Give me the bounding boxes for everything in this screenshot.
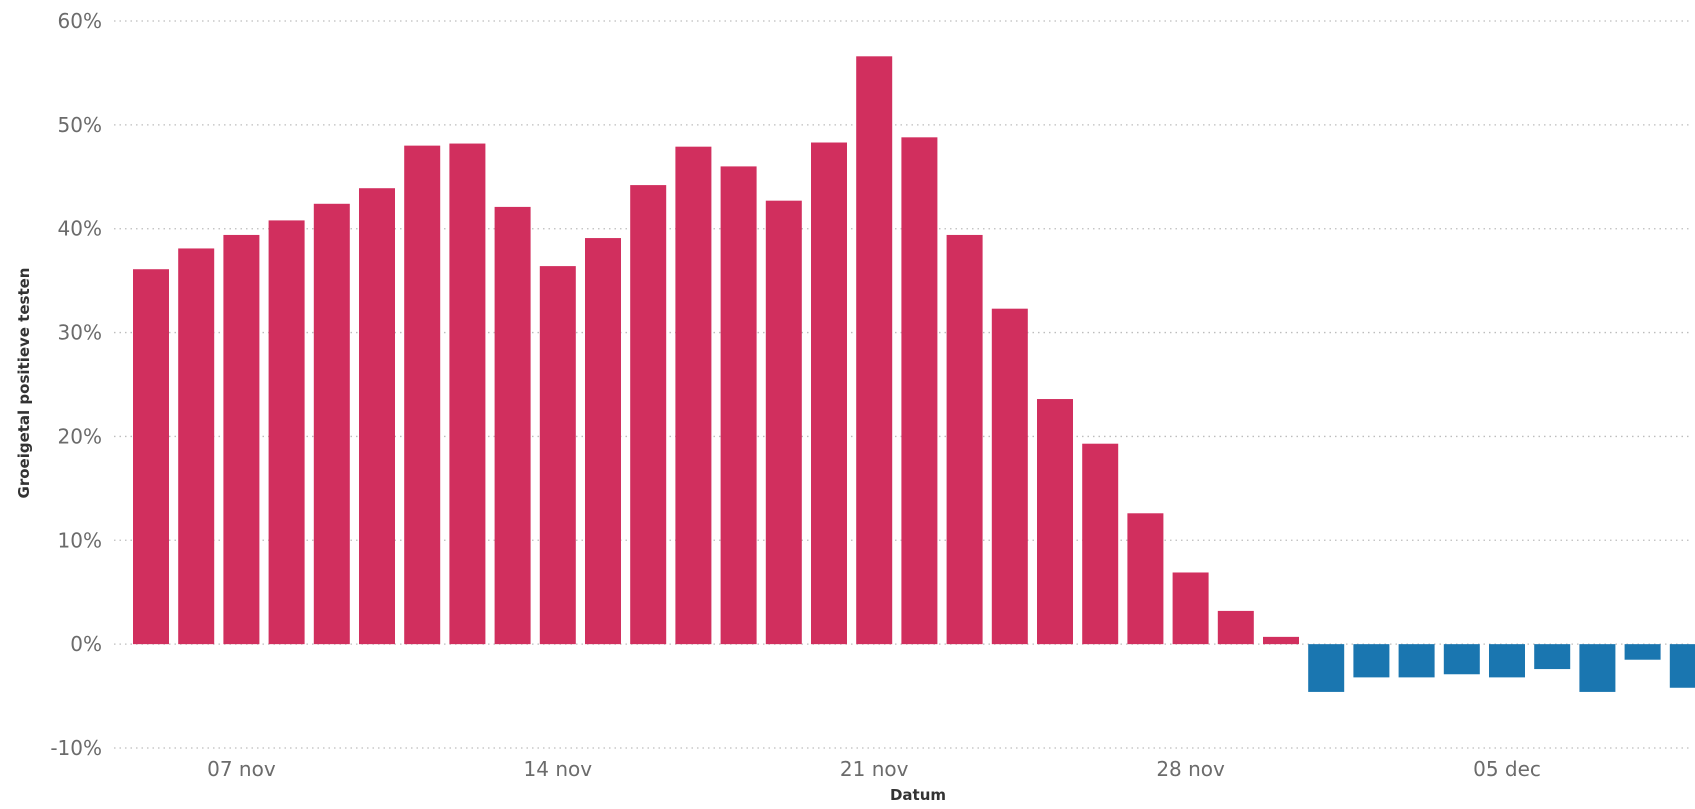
bar <box>359 188 395 645</box>
bar <box>811 142 847 645</box>
bar <box>539 266 576 645</box>
bar <box>133 269 169 645</box>
bar <box>1172 572 1209 645</box>
y-tick-label: 60% <box>58 9 102 33</box>
y-tick-label: 40% <box>58 217 102 241</box>
bar <box>675 146 712 645</box>
bar <box>946 234 983 645</box>
x-tick-label: 28 nov <box>1156 757 1225 781</box>
x-tick-label: 07 nov <box>207 757 276 781</box>
bar <box>856 56 893 645</box>
x-axis-title: Datum <box>890 786 946 804</box>
bar <box>1398 644 1435 678</box>
bar <box>268 220 305 645</box>
bar <box>1579 644 1616 692</box>
y-axis-ticks: 60% 50% 40% 30% 20% 10% 0% -10% <box>50 9 102 760</box>
bar <box>223 234 260 645</box>
bar <box>901 137 938 645</box>
bar <box>585 238 621 645</box>
bar <box>991 308 1028 645</box>
bar <box>1037 399 1073 645</box>
y-tick-label: -10% <box>50 736 102 760</box>
bar <box>1534 644 1571 670</box>
bar <box>1308 644 1345 692</box>
bar <box>494 206 531 645</box>
y-tick-label: 10% <box>58 528 102 552</box>
bar <box>1353 644 1390 678</box>
bar <box>1127 513 1164 645</box>
y-tick-label: 20% <box>58 424 102 448</box>
x-tick-label: 21 nov <box>840 757 909 781</box>
bars <box>133 56 1695 692</box>
bar <box>1217 610 1254 645</box>
bar <box>1489 644 1525 678</box>
y-tick-label: 50% <box>58 113 102 137</box>
bar <box>1669 644 1695 688</box>
bar <box>313 203 350 645</box>
bar <box>178 248 215 645</box>
bar <box>1443 644 1480 675</box>
bar <box>449 143 486 645</box>
x-tick-label: 05 dec <box>1473 757 1541 781</box>
bar <box>630 185 667 645</box>
bar <box>1624 644 1661 660</box>
x-tick-label: 14 nov <box>524 757 593 781</box>
bar <box>720 166 757 645</box>
x-axis-ticks: 07 nov 14 nov 21 nov 28 nov 05 dec <box>207 757 1541 781</box>
y-axis-title: Groeigetal positieve testen <box>15 268 33 499</box>
y-tick-label: 0% <box>70 632 102 656</box>
bar <box>1263 636 1299 645</box>
y-tick-label: 30% <box>58 321 102 345</box>
bar <box>765 200 802 645</box>
bar <box>404 145 441 645</box>
bar <box>1082 443 1119 645</box>
